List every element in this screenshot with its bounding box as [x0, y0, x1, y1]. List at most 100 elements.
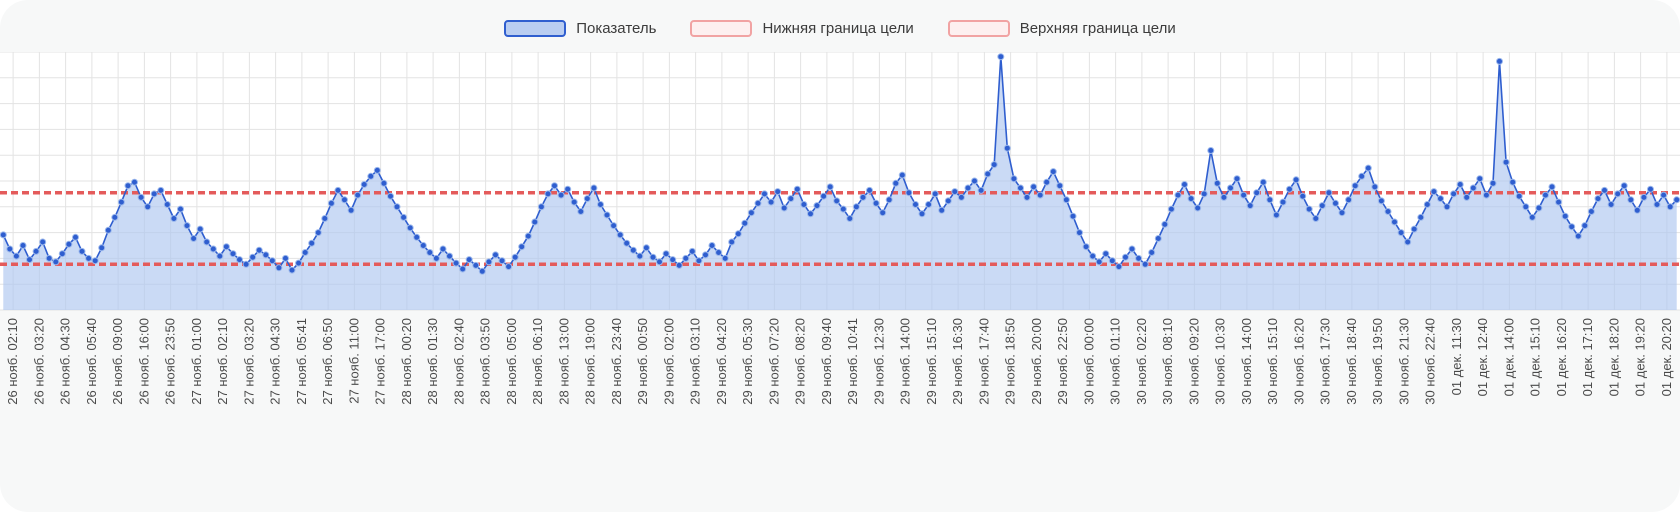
data-point[interactable] — [439, 245, 447, 253]
data-point[interactable] — [511, 253, 519, 261]
data-point[interactable] — [426, 249, 434, 256]
data-point[interactable] — [1292, 176, 1300, 184]
data-point[interactable] — [728, 238, 736, 246]
data-point[interactable] — [780, 204, 788, 212]
data-point[interactable] — [1620, 182, 1628, 190]
data-point[interactable] — [570, 198, 578, 206]
data-point[interactable] — [1377, 197, 1385, 205]
data-point[interactable] — [209, 245, 217, 253]
data-point[interactable] — [715, 249, 723, 256]
data-point[interactable] — [275, 264, 283, 272]
data-point[interactable] — [137, 193, 145, 201]
data-point[interactable] — [1227, 184, 1234, 192]
data-point[interactable] — [1601, 186, 1608, 194]
data-point[interactable] — [288, 266, 296, 274]
data-point[interactable] — [747, 209, 755, 217]
data-point[interactable] — [58, 250, 66, 258]
data-point[interactable] — [774, 188, 782, 196]
data-point[interactable] — [347, 206, 355, 214]
data-point[interactable] — [793, 185, 801, 193]
data-point[interactable] — [1246, 202, 1254, 210]
data-point[interactable] — [1371, 183, 1379, 191]
data-point[interactable] — [531, 218, 539, 226]
data-point[interactable] — [1397, 229, 1405, 237]
data-point[interactable] — [65, 240, 73, 248]
data-point[interactable] — [1358, 172, 1366, 180]
data-point[interactable] — [1614, 190, 1622, 198]
data-point[interactable] — [1135, 254, 1143, 262]
data-point[interactable] — [1542, 191, 1549, 199]
data-point[interactable] — [1318, 202, 1326, 210]
data-point[interactable] — [360, 181, 368, 188]
data-point[interactable] — [1561, 212, 1569, 220]
data-point[interactable] — [308, 239, 316, 247]
data-point[interactable] — [1194, 204, 1202, 212]
data-point[interactable] — [971, 177, 978, 185]
data-point[interactable] — [1213, 179, 1221, 187]
data-point[interactable] — [1391, 218, 1398, 226]
data-point[interactable] — [1548, 183, 1556, 191]
data-point[interactable] — [334, 186, 342, 194]
data-point[interactable] — [1017, 184, 1024, 192]
data-point[interactable] — [170, 215, 178, 222]
data-point[interactable] — [268, 257, 276, 265]
data-point[interactable] — [1430, 188, 1438, 196]
data-point[interactable] — [708, 242, 716, 249]
data-point[interactable] — [997, 53, 1005, 61]
data-point[interactable] — [1069, 212, 1077, 220]
data-point[interactable] — [242, 260, 250, 268]
data-point[interactable] — [301, 249, 309, 256]
data-point[interactable] — [1423, 201, 1431, 208]
data-point[interactable] — [1082, 243, 1090, 251]
data-point[interactable] — [1286, 185, 1293, 193]
data-point[interactable] — [675, 261, 683, 269]
data-point[interactable] — [1647, 185, 1654, 193]
data-point[interactable] — [544, 190, 552, 198]
data-point[interactable] — [839, 205, 847, 213]
data-point[interactable] — [282, 254, 289, 262]
data-point[interactable] — [807, 210, 814, 218]
data-point[interactable] — [459, 265, 467, 273]
data-point[interactable] — [1062, 196, 1070, 204]
data-point[interactable] — [1036, 191, 1044, 199]
data-point[interactable] — [1450, 190, 1458, 198]
data-point[interactable] — [72, 233, 79, 241]
data-point[interactable] — [564, 185, 572, 193]
data-point[interactable] — [6, 245, 14, 253]
data-point[interactable] — [1266, 196, 1274, 204]
data-point[interactable] — [104, 226, 112, 234]
data-point[interactable] — [590, 184, 598, 192]
legend-item-series[interactable]: Показатель — [504, 19, 656, 37]
data-point[interactable] — [498, 257, 506, 265]
data-point[interactable] — [833, 197, 841, 205]
data-point[interactable] — [150, 190, 158, 198]
data-point[interactable] — [52, 258, 60, 266]
data-point[interactable] — [1207, 147, 1215, 154]
data-point[interactable] — [387, 192, 394, 200]
data-point[interactable] — [216, 252, 224, 260]
data-point[interactable] — [505, 263, 513, 271]
data-point[interactable] — [492, 251, 499, 259]
data-point[interactable] — [91, 257, 99, 265]
data-point[interactable] — [1272, 211, 1280, 219]
data-point[interactable] — [45, 254, 53, 262]
data-point[interactable] — [190, 235, 198, 242]
data-point[interactable] — [597, 201, 604, 208]
data-point[interactable] — [931, 190, 939, 198]
data-point[interactable] — [1056, 182, 1064, 190]
data-point[interactable] — [879, 209, 887, 217]
data-point[interactable] — [1469, 184, 1477, 192]
data-point[interactable] — [314, 229, 322, 237]
data-point[interactable] — [892, 179, 900, 187]
data-point[interactable] — [1279, 198, 1287, 206]
data-point[interactable] — [236, 256, 243, 264]
data-point[interactable] — [406, 224, 414, 232]
data-point[interactable] — [472, 261, 480, 269]
data-point[interactable] — [1181, 181, 1188, 188]
data-point[interactable] — [623, 239, 631, 247]
data-point[interactable] — [905, 189, 913, 197]
data-point[interactable] — [951, 188, 959, 196]
data-point[interactable] — [1240, 191, 1248, 199]
data-point[interactable] — [1456, 181, 1464, 188]
data-point[interactable] — [826, 183, 834, 191]
